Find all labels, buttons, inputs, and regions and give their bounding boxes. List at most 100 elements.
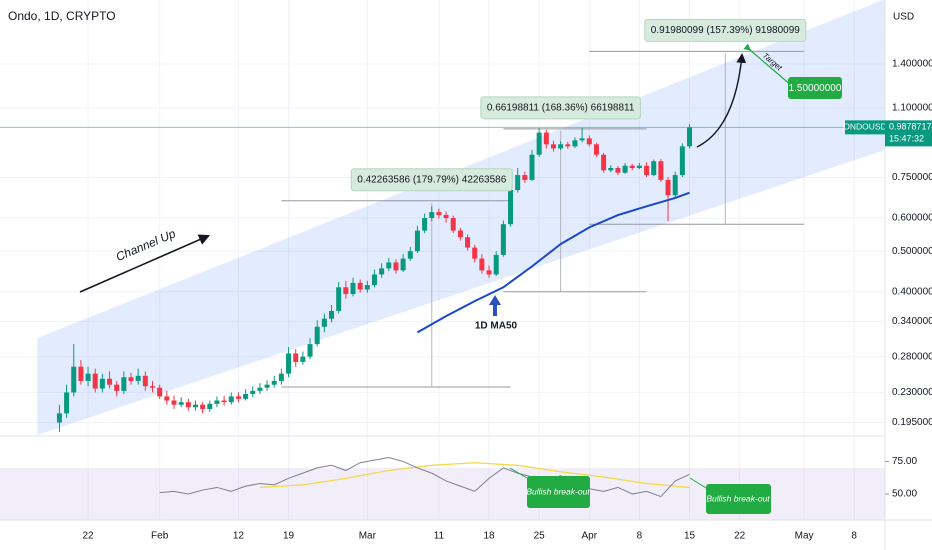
x-tick-label: 8 <box>637 531 643 542</box>
annotation-box <box>706 484 771 514</box>
candle-body <box>443 215 449 219</box>
candle-body <box>207 403 213 409</box>
rsi-tick-label: 50.00 <box>892 489 917 500</box>
candle-body <box>314 326 320 345</box>
candle-body <box>472 247 478 259</box>
x-tick-label: Feb <box>151 531 169 542</box>
candle-body <box>364 285 370 290</box>
candle-body <box>608 168 614 171</box>
candle-body <box>78 366 84 381</box>
measure-label: 0.66198811 (168.36%) 66198811 <box>487 102 635 113</box>
candle-body <box>71 366 77 393</box>
candle-body <box>651 161 657 176</box>
candle-body <box>171 400 177 405</box>
candle-body <box>307 344 313 357</box>
candle-body <box>150 386 156 388</box>
y-tick-label: 1.10000000 <box>892 102 932 113</box>
candle-body <box>371 274 377 286</box>
x-tick-label: 19 <box>283 531 295 542</box>
candle-body <box>393 262 399 271</box>
candle-body <box>672 175 678 196</box>
price-tag <box>885 120 932 147</box>
candle-body <box>636 165 642 169</box>
channel-label: Channel Up <box>114 226 178 264</box>
candle-body <box>579 138 585 141</box>
annotation-pointer <box>509 467 528 479</box>
symbol-tag <box>845 120 885 135</box>
candle-body <box>250 390 256 395</box>
candle-body <box>271 380 277 385</box>
candle-body <box>350 282 356 295</box>
candle-body <box>64 392 70 414</box>
candle-body <box>572 140 578 147</box>
channel <box>37 0 885 435</box>
candle-body <box>450 218 456 231</box>
y-tick-label: 0.34000000 <box>892 316 932 327</box>
x-tick-label: Apr <box>582 531 598 542</box>
candle-body <box>386 262 392 269</box>
candle-body <box>429 212 435 219</box>
candle-body <box>257 387 263 391</box>
ma-label: 1D MA50 <box>475 321 518 332</box>
annotation-box <box>527 476 590 508</box>
channel-arrow <box>79 234 211 293</box>
candle-body <box>665 179 671 196</box>
ma-arrow <box>489 295 501 316</box>
candle-body <box>622 165 628 173</box>
candle-body <box>436 212 442 216</box>
candle-body <box>164 396 170 401</box>
x-tick-label: 25 <box>534 531 546 542</box>
candle-body <box>400 258 406 271</box>
candle-body <box>157 387 163 397</box>
candle-body <box>629 165 635 169</box>
candle-body <box>85 373 91 381</box>
candle-body <box>593 144 599 155</box>
x-tick-label: 22 <box>83 531 95 542</box>
x-tick-label: 11 <box>434 531 445 542</box>
candle-body <box>114 384 120 391</box>
candle-body <box>550 144 556 149</box>
y-tick-label: 0.60000000 <box>892 213 932 224</box>
candle-body <box>178 402 184 405</box>
candle-body <box>586 138 592 145</box>
candle-body <box>278 373 284 381</box>
candle-body <box>264 384 270 388</box>
target-box <box>788 77 842 99</box>
candle-body <box>644 165 650 176</box>
candle-body <box>221 400 227 403</box>
y-tick-label: 0.19500000 <box>892 417 932 428</box>
currency: USD <box>893 12 914 23</box>
measure-box <box>480 96 641 120</box>
candle-body <box>192 404 198 408</box>
candle-body <box>479 258 485 271</box>
rsi-tick-label: 75.00 <box>892 456 917 467</box>
candle-body <box>457 230 463 238</box>
candle-body <box>500 224 506 255</box>
candle-body <box>679 146 685 176</box>
x-tick-label: 8 <box>851 531 857 542</box>
annotation-text: Bullish break-out <box>526 486 590 496</box>
y-tick-label: 1.40000000 <box>892 59 932 70</box>
rsi-line <box>159 456 690 498</box>
candle-body <box>465 237 471 248</box>
candle-body <box>536 132 542 155</box>
candle-body <box>379 268 385 275</box>
candle-body <box>357 282 363 290</box>
measure-box <box>644 18 807 42</box>
candle-body <box>336 287 342 311</box>
rsi-ma-line <box>259 462 690 489</box>
candle-body <box>515 175 521 191</box>
price-text: 0.98787174 <box>889 122 932 132</box>
candle-body <box>329 310 335 319</box>
candle-body <box>200 404 206 409</box>
x-tick-label: 22 <box>734 531 746 542</box>
symbol-text: ONDOUSD <box>843 122 886 132</box>
background-layer <box>0 0 885 520</box>
candle-body <box>121 377 127 391</box>
candle-body <box>543 132 549 145</box>
countdown-text: 15:47:32 <box>889 134 924 144</box>
ma50-line <box>416 191 690 334</box>
x-tick-label: 18 <box>483 531 495 542</box>
